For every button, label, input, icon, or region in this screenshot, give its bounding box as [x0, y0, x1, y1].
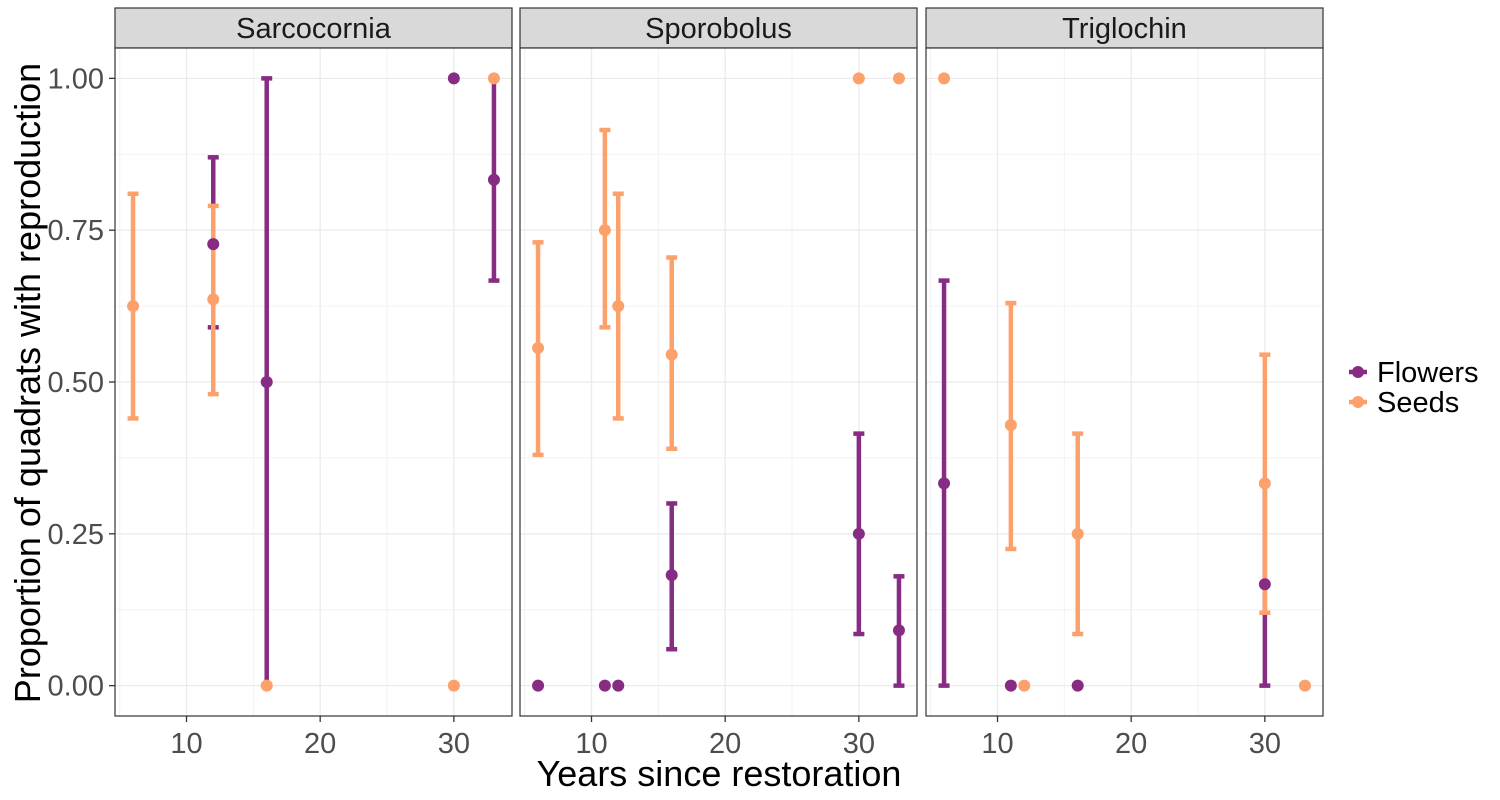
y-tick-label: 0.75 — [48, 215, 104, 247]
point-flowers — [892, 624, 905, 637]
y-tick-label: 0.25 — [48, 519, 104, 551]
x-tick-label: 30 — [438, 728, 470, 760]
point-seeds — [1004, 419, 1017, 432]
x-tick-label: 10 — [170, 728, 202, 760]
point-flowers — [938, 477, 951, 490]
x-tick-label: 20 — [1115, 728, 1147, 760]
facet-strip-label: Sporobolus — [645, 13, 792, 45]
point-seeds — [127, 300, 140, 313]
point-seeds — [665, 348, 678, 361]
legend-item-seeds: Seeds — [1349, 387, 1459, 419]
point-seeds — [598, 224, 611, 237]
point-flowers — [1071, 679, 1084, 692]
panel-triglochin: Triglochin 10 20 30 — [925, 7, 1324, 760]
point-flowers — [207, 238, 220, 251]
facet-strip-label: Sarcocornia — [236, 13, 392, 45]
y-tick-label: 1.00 — [48, 63, 104, 95]
facet-strip — [925, 7, 1324, 49]
panel-sporobolus: Sporobolus 10 20 30 — [519, 7, 918, 760]
x-tick-label: 10 — [981, 728, 1013, 760]
point-seeds — [207, 293, 220, 306]
point-seeds — [1298, 679, 1311, 692]
point-seeds — [938, 72, 951, 85]
point-seeds — [447, 679, 460, 692]
x-tick-label: 20 — [304, 728, 336, 760]
point-flowers — [1258, 578, 1271, 591]
facet-strip-label: Triglochin — [1062, 13, 1187, 45]
point-flowers — [852, 527, 865, 540]
point-flowers — [665, 569, 678, 582]
point-seeds — [1018, 679, 1031, 692]
point-seeds — [852, 72, 865, 85]
y-axis-title: Proportion of quadrats with reproduction — [7, 63, 48, 703]
x-axis-title: Years since restoration — [537, 753, 902, 794]
y-tick-label: 0.50 — [48, 367, 104, 399]
panel-border — [519, 47, 918, 717]
x-tick-label: 30 — [1249, 728, 1281, 760]
point-seeds — [612, 300, 625, 313]
facet-strip — [114, 7, 513, 49]
x-tick-label: 20 — [709, 728, 741, 760]
point-seeds — [532, 341, 545, 354]
point-flowers — [532, 679, 545, 692]
panel-border — [925, 47, 1324, 717]
point-flowers — [1004, 679, 1017, 692]
point-flowers — [260, 376, 273, 388]
point-seeds — [1258, 477, 1271, 490]
x-tick-label: 30 — [843, 728, 875, 760]
point-flowers — [598, 679, 611, 692]
y-tick-label: 0.00 — [48, 671, 104, 703]
point-seeds — [892, 72, 905, 85]
point-seeds — [487, 72, 500, 85]
x-tick-label: 10 — [575, 728, 607, 760]
point-flowers — [487, 173, 500, 186]
point-flowers — [612, 679, 625, 692]
legend-item-flowers: Flowers — [1349, 357, 1479, 389]
point-seeds — [1071, 527, 1084, 540]
point-seeds — [260, 679, 273, 692]
point-flowers — [447, 72, 460, 85]
legend-label: Flowers — [1377, 357, 1479, 389]
panel-sarcocornia: Sarcocornia 10 20 30 — [114, 7, 513, 760]
y-axis: 0.00 0.25 0.50 0.75 1.00 — [48, 63, 115, 703]
legend-key-point — [1352, 396, 1364, 408]
legend-key-point — [1352, 366, 1364, 378]
legend-label: Seeds — [1377, 387, 1459, 419]
